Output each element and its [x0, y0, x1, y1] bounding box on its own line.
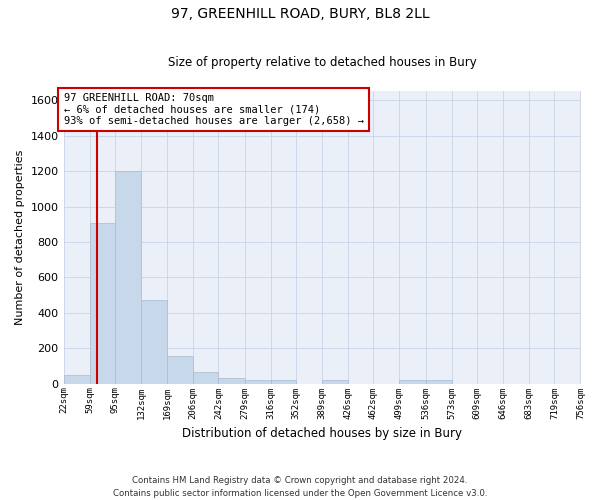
Y-axis label: Number of detached properties: Number of detached properties	[15, 150, 25, 326]
Bar	[193, 372, 218, 384]
Text: 97, GREENHILL ROAD, BURY, BL8 2LL: 97, GREENHILL ROAD, BURY, BL8 2LL	[170, 8, 430, 22]
Bar	[64, 375, 89, 384]
Text: 97 GREENHILL ROAD: 70sqm
← 6% of detached houses are smaller (174)
93% of semi-d: 97 GREENHILL ROAD: 70sqm ← 6% of detache…	[64, 93, 364, 126]
Title: Size of property relative to detached houses in Bury: Size of property relative to detached ho…	[167, 56, 476, 70]
Bar	[218, 378, 245, 384]
Bar	[271, 380, 296, 384]
Bar	[167, 356, 193, 384]
Bar	[141, 300, 167, 384]
Bar	[89, 222, 115, 384]
Text: Contains HM Land Registry data © Crown copyright and database right 2024.
Contai: Contains HM Land Registry data © Crown c…	[113, 476, 487, 498]
Bar	[400, 380, 425, 384]
X-axis label: Distribution of detached houses by size in Bury: Distribution of detached houses by size …	[182, 427, 462, 440]
Bar	[245, 380, 271, 384]
Bar	[425, 380, 452, 384]
Bar	[115, 171, 141, 384]
Bar	[322, 380, 348, 384]
